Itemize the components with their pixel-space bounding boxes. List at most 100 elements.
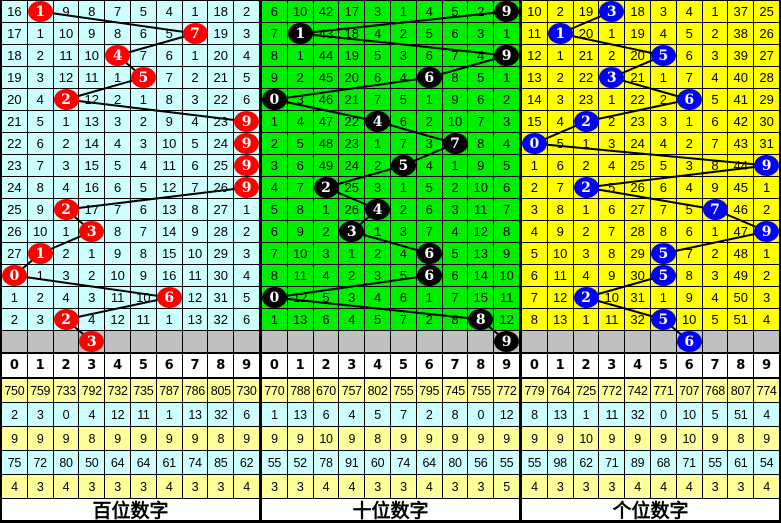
grid-cell: 1: [416, 287, 442, 308]
stat-cell: 805: [208, 379, 234, 402]
grid-cell: 1: [105, 67, 130, 88]
grid-cell: 7: [105, 1, 130, 22]
next-digit-ball: 6: [676, 331, 702, 352]
stat-cell: 742: [625, 379, 650, 402]
stat-cell: 4: [754, 403, 779, 426]
stat-cell: 8: [79, 427, 105, 450]
grid-cell: 4: [702, 67, 728, 88]
grid-cell: 11: [287, 265, 313, 286]
grid-cell: 27: [625, 199, 650, 220]
stat-cell: 3: [79, 475, 105, 498]
grid-cell: 4: [391, 67, 416, 88]
grid-cell: 1: [442, 155, 468, 176]
gray-cell: [105, 331, 130, 352]
grid-cell: 31: [625, 287, 650, 308]
digit-header: 2: [53, 354, 79, 377]
grid-cell: 9: [547, 221, 573, 242]
stat-cell: 10: [313, 427, 339, 450]
digit-header: 1: [547, 354, 573, 377]
grid-cell: 4: [702, 287, 728, 308]
grid-cell: 3: [182, 89, 208, 110]
grid-cell: 3: [53, 265, 79, 286]
gray-cell: [339, 331, 365, 352]
grid-cell: 16: [156, 265, 182, 286]
winning-digit-ball: 7: [442, 133, 468, 154]
grid-cell: 7: [262, 23, 287, 44]
grid-cell: 4: [416, 155, 442, 176]
grid-cell: 6: [416, 45, 442, 66]
winning-digit-ball: 2: [53, 89, 79, 110]
winning-digit-ball: 1: [27, 243, 53, 264]
grid-cell: 7: [702, 133, 728, 154]
grid-cell: 1: [494, 23, 519, 44]
stat-cell: 10: [676, 427, 702, 450]
grid-cell: 4: [27, 89, 53, 110]
grid-cell: 23: [2, 155, 27, 176]
grid-cell: 22: [573, 67, 599, 88]
stat-cell: 4: [234, 475, 259, 498]
grid-cell: 42: [313, 1, 339, 22]
winning-digit-ball: 2: [573, 287, 599, 308]
stat-cell: 32: [208, 403, 234, 426]
grid-cell: 5: [182, 133, 208, 154]
gray-cell: [391, 331, 416, 352]
stat-cell: 4: [79, 403, 105, 426]
stat-cell: 68: [651, 451, 676, 474]
gray-cell: [208, 331, 234, 352]
grid-cell: 8: [442, 309, 468, 330]
grid-cell: 5: [313, 287, 339, 308]
grid-cell: 21: [339, 89, 365, 110]
stat-cell: 62: [234, 451, 259, 474]
grid-cell: 1: [754, 177, 779, 198]
stat-cell: 4: [339, 403, 365, 426]
grid-cell: 6: [651, 177, 676, 198]
grid-cell: 4: [365, 287, 390, 308]
grid-cell: 11: [79, 67, 105, 88]
grid-cell: 18: [625, 1, 650, 22]
stat-cell: 9: [599, 427, 625, 450]
stat-cell: 9: [287, 427, 313, 450]
winning-digit-ball: 9: [754, 221, 780, 242]
stat-cell: 7: [391, 403, 416, 426]
stat-cell: 4: [2, 475, 27, 498]
stat-cell: 61: [156, 451, 182, 474]
grid-cell: 10: [522, 1, 547, 22]
grid-cell: 2: [365, 155, 390, 176]
grid-cell: 9: [262, 67, 287, 88]
stat-cell: 757: [339, 379, 365, 402]
grid-cell: 1: [182, 45, 208, 66]
grid-cell: 27: [754, 45, 779, 66]
gray-cell: [573, 331, 599, 352]
grid-cell: 8: [442, 67, 468, 88]
grid-cell: 24: [2, 177, 27, 198]
grid-cell: 6: [676, 45, 702, 66]
grid-cell: 2: [522, 177, 547, 198]
stat-cell: 52: [287, 451, 313, 474]
grid-cell: 5: [676, 23, 702, 44]
grid-cell: 2: [339, 265, 365, 286]
grid-cell: 3: [391, 221, 416, 242]
stat-cell: 9: [391, 427, 416, 450]
winning-digit-ball: 2: [313, 177, 339, 198]
stat-cell: 774: [754, 379, 779, 402]
grid-cell: 4: [79, 309, 105, 330]
stat-cell: 3: [105, 475, 130, 498]
gray-cell: [702, 331, 728, 352]
grid-cell: 9: [53, 1, 79, 22]
grid-cell: 1: [262, 111, 287, 132]
stat-cell: 0: [468, 403, 494, 426]
stat-cell: 60: [365, 451, 390, 474]
gray-cell: [442, 331, 468, 352]
grid-cell: 7: [676, 67, 702, 88]
gray-cell: [287, 331, 313, 352]
grid-cell: 3: [468, 23, 494, 44]
grid-cell: 30: [625, 265, 650, 286]
grid-cell: 1: [522, 155, 547, 176]
grid-cell: 8: [79, 1, 105, 22]
grid-cell: 13: [287, 309, 313, 330]
winning-digit-ball: 9: [494, 45, 520, 66]
winning-digit-ball: 0: [1, 265, 27, 286]
grid-cell: 3: [131, 133, 156, 154]
grid-cell: 4: [547, 111, 573, 132]
grid-cell: 1: [651, 67, 676, 88]
